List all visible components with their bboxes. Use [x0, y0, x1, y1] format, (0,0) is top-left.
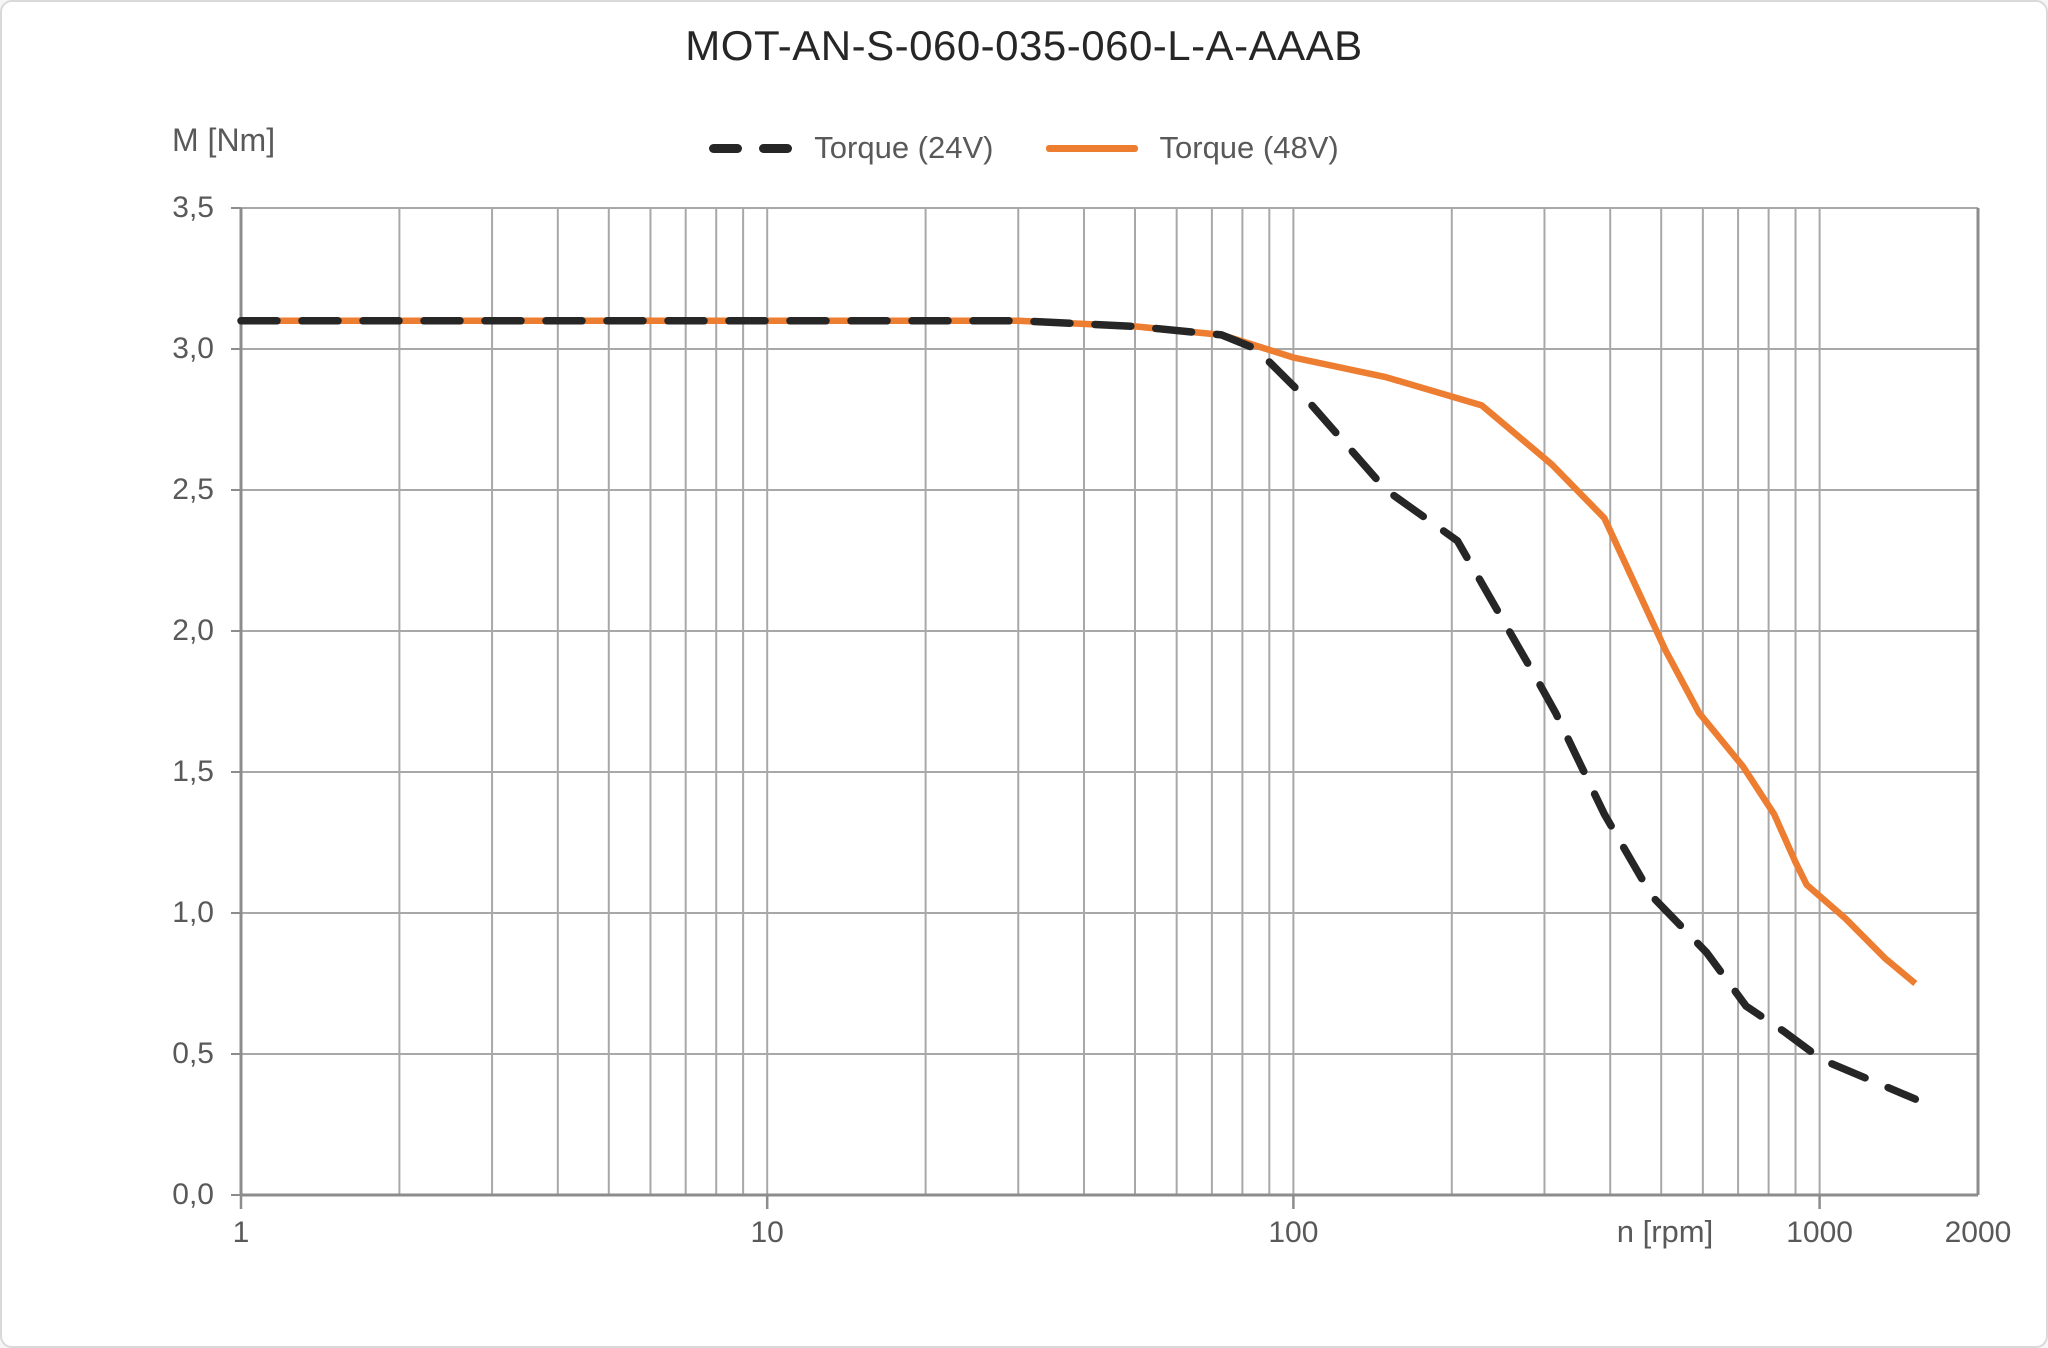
chart-title: MOT-AN-S-060-035-060-L-A-AAAB	[685, 22, 1363, 69]
y-tick-label: 0,5	[172, 1037, 214, 1070]
series-torque-48v-	[241, 317, 1918, 986]
y-tick-label: 3,0	[172, 332, 214, 365]
y-axis-title: M [Nm]	[172, 122, 276, 158]
solid-line-sample-icon	[1045, 144, 1138, 152]
x-tick-label: 1000	[1786, 1216, 1853, 1249]
x-tick-label: 100	[1268, 1216, 1319, 1249]
y-tick-label: 2,0	[172, 614, 214, 647]
y-tick-label: 0,0	[172, 1178, 214, 1211]
y-tick-label: 2,5	[172, 473, 214, 506]
legend-item-torque-24v: Torque (24V)	[709, 130, 994, 166]
x-tick-label: 2000	[1944, 1216, 2012, 1249]
legend-label-24v: Torque (24V)	[814, 130, 994, 165]
plot-area	[231, 207, 1980, 1209]
legend-label-48v: Torque (48V)	[1159, 130, 1339, 165]
dashed-line-sample-icon	[709, 143, 793, 153]
x-axis-title: n [rpm]	[1616, 1214, 1714, 1249]
legend-item-torque-48v: Torque (48V)	[1045, 130, 1339, 166]
x-tick-label: 1	[232, 1216, 250, 1249]
legend: Torque (24V) Torque (48V)	[2, 130, 2046, 166]
series-torque-24v-	[237, 317, 1920, 1103]
y-tick-label: 1,0	[172, 896, 214, 929]
y-tick-label: 1,5	[172, 755, 214, 788]
x-tick-label: 10	[750, 1216, 784, 1249]
y-tick-label: 3,5	[172, 191, 214, 224]
